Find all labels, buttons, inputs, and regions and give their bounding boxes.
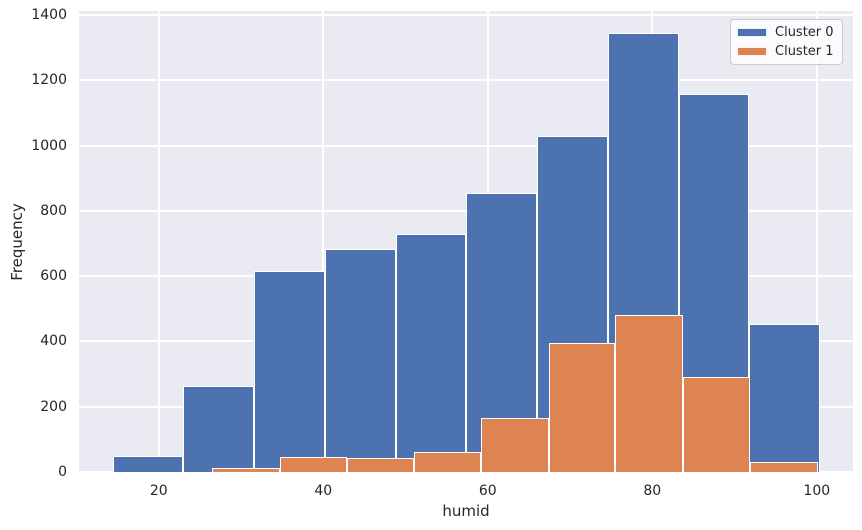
hist-bar-cluster-0-bin-3 bbox=[324, 248, 396, 472]
plot-area bbox=[79, 11, 853, 472]
hist-bar-cluster-1-bin-2 bbox=[347, 457, 414, 472]
legend-label-cluster-1: Cluster 1 bbox=[775, 44, 834, 59]
y-tick-label-200: 200 bbox=[40, 398, 67, 415]
gridline-y-1400 bbox=[79, 14, 853, 17]
hist-bar-cluster-0-bin-9 bbox=[749, 323, 821, 472]
hist-bar-cluster-1-bin-8 bbox=[750, 462, 818, 472]
hist-bar-cluster-1-bin-1 bbox=[279, 456, 348, 472]
legend-swatch-cluster-1 bbox=[737, 47, 767, 56]
gridline-x-40 bbox=[322, 11, 325, 472]
hist-bar-cluster-0-bin-4 bbox=[395, 233, 467, 472]
y-tick-label-600: 600 bbox=[40, 268, 67, 285]
gridline-y-1200 bbox=[79, 79, 853, 82]
y-tick-label-1200: 1200 bbox=[31, 72, 67, 89]
hist-bar-cluster-1-bin-0 bbox=[212, 468, 280, 472]
y-tick-label-1400: 1400 bbox=[31, 7, 67, 24]
x-tick-label-40: 40 bbox=[314, 483, 333, 499]
legend-swatch-cluster-0 bbox=[737, 28, 767, 37]
hist-bar-cluster-1-bin-6 bbox=[615, 315, 683, 472]
y-tick-label-400: 400 bbox=[40, 333, 67, 350]
hist-bar-cluster-1-bin-4 bbox=[481, 418, 549, 472]
gridline-y-800 bbox=[79, 209, 853, 212]
y-tick-label-1000: 1000 bbox=[31, 137, 67, 154]
hist-bar-cluster-1-bin-3 bbox=[413, 452, 482, 472]
gridline-x-100 bbox=[815, 11, 818, 472]
gridline-x-20 bbox=[157, 11, 160, 472]
hist-bar-cluster-0-bin-1 bbox=[183, 385, 255, 472]
x-tick-label-60: 60 bbox=[478, 483, 497, 499]
legend: Cluster 0 Cluster 1 bbox=[730, 19, 843, 65]
hist-bar-cluster-0-bin-2 bbox=[254, 271, 325, 472]
x-tick-label-80: 80 bbox=[643, 483, 662, 499]
y-tick-label-800: 800 bbox=[40, 202, 67, 219]
gridline-y-1000 bbox=[79, 144, 853, 147]
x-tick-label-20: 20 bbox=[149, 483, 168, 499]
x-axis-label: humid bbox=[442, 502, 490, 520]
y-tick-label-0: 0 bbox=[58, 464, 67, 480]
hist-bar-cluster-1-bin-5 bbox=[548, 343, 616, 472]
hist-bar-cluster-1-bin-7 bbox=[682, 377, 751, 472]
legend-item-cluster-1: Cluster 1 bbox=[737, 43, 836, 60]
x-tick-label-100: 100 bbox=[803, 483, 831, 499]
hist-bar-cluster-0-bin-0 bbox=[112, 455, 184, 472]
legend-label-cluster-0: Cluster 0 bbox=[775, 25, 834, 40]
legend-item-cluster-0: Cluster 0 bbox=[737, 24, 836, 41]
